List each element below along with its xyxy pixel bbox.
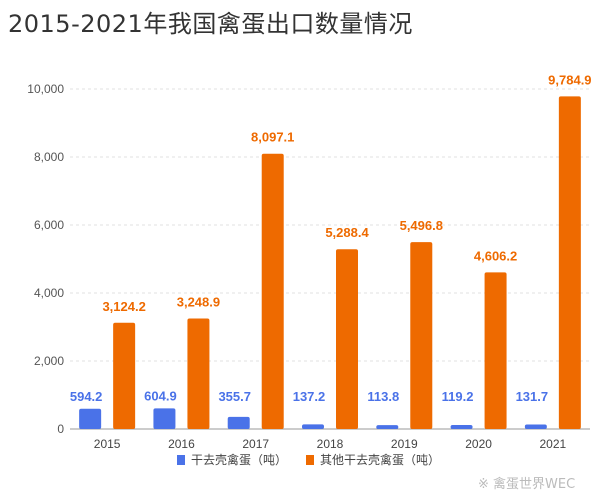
data-label: 355.7 — [218, 389, 251, 404]
bar-series1 — [450, 424, 473, 429]
chart-title: 2015-2021年我国禽蛋出口数量情况 — [8, 10, 413, 38]
x-tick-label: 2015 — [94, 437, 121, 451]
data-label: 3,124.2 — [102, 299, 145, 314]
data-label: 9,784.9 — [548, 72, 591, 87]
legend-label: 干去壳禽蛋（吨） — [191, 452, 287, 467]
data-label: 137.2 — [293, 389, 326, 404]
bar-series2 — [113, 322, 136, 429]
data-label: 3,248.9 — [177, 295, 220, 310]
data-label: 131.7 — [516, 389, 549, 404]
y-tick-label: 6,000 — [34, 218, 64, 232]
data-label: 594.2 — [70, 389, 103, 404]
y-axis-ticks: 0 2,000 4,000 6,000 8,000 10,000 — [27, 82, 64, 436]
data-label: 604.9 — [144, 388, 177, 403]
watermark-text: ※ 禽蛋世界WEC — [478, 476, 575, 492]
bar-series1 — [302, 424, 324, 429]
bar-series2 — [484, 272, 507, 429]
legend-swatch-series1 — [177, 455, 185, 465]
bars — [79, 96, 581, 429]
x-tick-label: 2019 — [391, 437, 418, 451]
data-label: 5,496.8 — [400, 218, 443, 233]
x-tick-label: 2020 — [465, 437, 492, 451]
data-label: 5,288.4 — [325, 225, 369, 240]
y-tick-label: 0 — [57, 422, 64, 436]
bar-series1 — [227, 416, 250, 429]
data-label: 119.2 — [442, 389, 474, 404]
bar-series2 — [261, 153, 284, 429]
x-tick-label: 2016 — [168, 437, 195, 451]
bar-series2 — [410, 242, 433, 429]
x-tick-label: 2017 — [242, 437, 269, 451]
bar-series1 — [79, 408, 102, 429]
legend: 干去壳禽蛋（吨） 其他干去壳禽蛋（吨） — [177, 452, 440, 467]
data-label: 113.8 — [367, 389, 399, 404]
bar-series2 — [187, 318, 210, 429]
data-labels: 594.2 3,124.2 604.9 3,248.9 355.7 8,097.1 137.… — [70, 72, 592, 404]
legend-label: 其他干去壳禽蛋（吨） — [320, 452, 440, 467]
x-tick-label: 2021 — [540, 437, 567, 451]
bar-series2 — [336, 249, 358, 429]
x-tick-label: 2018 — [317, 437, 344, 451]
bar-series1 — [153, 408, 176, 429]
y-tick-label: 4,000 — [34, 286, 64, 300]
data-label: 8,097.1 — [251, 130, 294, 145]
legend-swatch-series2 — [306, 455, 314, 465]
y-tick-label: 10,000 — [27, 82, 64, 96]
data-label: 4,606.2 — [474, 248, 517, 263]
y-tick-label: 2,000 — [34, 354, 64, 368]
bar-series2 — [558, 96, 581, 429]
y-tick-label: 8,000 — [34, 150, 64, 164]
x-axis-ticks: 2015 2016 2017 2018 2019 2020 2021 — [94, 437, 567, 451]
bar-series1 — [376, 425, 399, 429]
bar-series1 — [524, 424, 547, 429]
